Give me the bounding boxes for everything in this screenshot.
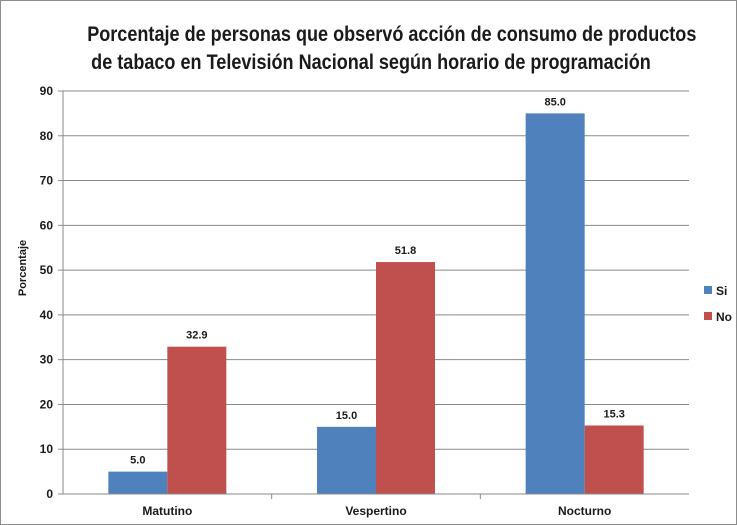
data-label-si-vespertino: 15.0 — [336, 410, 357, 422]
x-tick-label-vespertino: Vespertino — [345, 504, 406, 518]
y-tick-label-40: 40 — [40, 308, 54, 322]
y-tick-label-30: 30 — [40, 353, 54, 367]
data-label-no-nocturno: 15.3 — [603, 408, 624, 420]
y-tick-label-10: 10 — [40, 442, 54, 456]
legend-swatch-si — [704, 286, 712, 294]
y-tick-label-70: 70 — [40, 174, 54, 188]
legend: Si No — [704, 284, 732, 324]
legend-label-si: Si — [716, 284, 727, 298]
bar-si-vespertino — [317, 426, 376, 494]
x-tick-label-matutino: Matutino — [142, 504, 192, 518]
bar-no-vespertino — [376, 262, 435, 494]
bar-no-nocturno — [584, 425, 644, 494]
y-tick-label-20: 20 — [40, 397, 54, 411]
chart-title-line-2: de tabaco en Televisión Nacional según h… — [91, 51, 651, 74]
y-tick-label-90: 90 — [40, 84, 54, 98]
data-label-no-vespertino: 51.8 — [395, 245, 416, 257]
chart-title-line-1: Porcentaje de personas que observó acció… — [87, 23, 697, 46]
y-tick-label-0: 0 — [46, 487, 53, 501]
y-tick-label-80: 80 — [40, 129, 54, 143]
x-tick-label-nocturno: Nocturno — [558, 504, 611, 518]
legend-label-no: No — [716, 310, 732, 324]
axes — [58, 90, 689, 499]
bars — [108, 113, 644, 494]
y-tick-label-50: 50 — [40, 263, 54, 277]
data-label-no-matutino: 32.9 — [186, 330, 207, 342]
legend-swatch-no — [704, 312, 712, 320]
bar-si-matutino — [108, 471, 168, 494]
chart-title: Porcentaje de personas que observó acció… — [87, 21, 697, 77]
y-axis-label: Porcentaje — [17, 240, 29, 296]
bar-si-nocturno — [525, 113, 585, 494]
y-tick-label-60: 60 — [40, 218, 54, 232]
data-label-si-nocturno: 85.0 — [544, 96, 565, 108]
bar-no-matutino — [167, 346, 227, 494]
labels: 0 10 20 30 40 50 60 70 80 90 5.0 32.9 Matutino 15.0 51… — [40, 84, 625, 518]
data-label-si-matutino: 5.0 — [130, 455, 145, 467]
